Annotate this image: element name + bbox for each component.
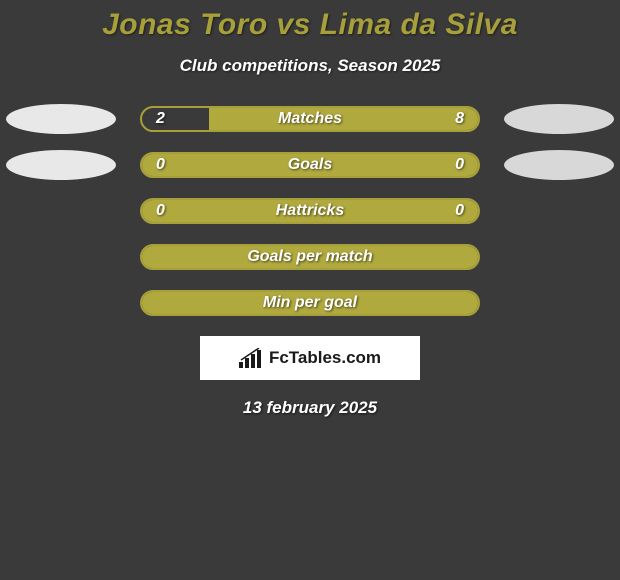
stat-row: Hattricks0 0 [0,198,620,224]
stat-label: Goals per match [142,248,478,266]
logo-box: FcTables.com [200,336,420,380]
player-badge-right [504,104,614,134]
date-label: 13 february 2025 [0,398,620,418]
stat-row: Goals per match [0,244,620,270]
stat-value-right: 0 [455,202,464,220]
stat-value-left: 2 [156,110,165,128]
stat-bar: Min per goal [140,290,480,316]
stat-value-right: 0 [455,156,464,174]
stat-label: Matches [142,110,478,128]
stat-bar: Matches2 8 [140,106,480,132]
stat-label: Hattricks [142,202,478,220]
logo-text: FcTables.com [269,348,381,368]
stat-label: Min per goal [142,294,478,312]
stat-value-right: 8 [455,110,464,128]
stat-label: Goals [142,156,478,174]
infographic-container: Jonas Toro vs Lima da Silva Club competi… [0,0,620,418]
stat-bar: Goals per match [140,244,480,270]
stat-value-left: 0 [156,156,165,174]
stat-bar: Hattricks0 0 [140,198,480,224]
stat-rows: Matches28Goals00Hattricks00Goals per mat… [0,106,620,316]
player-badge-left [6,104,116,134]
stat-value-left: 0 [156,202,165,220]
player-badge-left [6,150,116,180]
stat-row: Min per goal [0,290,620,316]
player-badge-right [504,150,614,180]
subtitle: Club competitions, Season 2025 [0,56,620,76]
stat-bar: Goals0 0 [140,152,480,178]
chart-icon [239,348,263,368]
page-title: Jonas Toro vs Lima da Silva [0,8,620,42]
stat-row: Goals0 0 [0,152,620,178]
stat-row: Matches2 8 [0,106,620,132]
